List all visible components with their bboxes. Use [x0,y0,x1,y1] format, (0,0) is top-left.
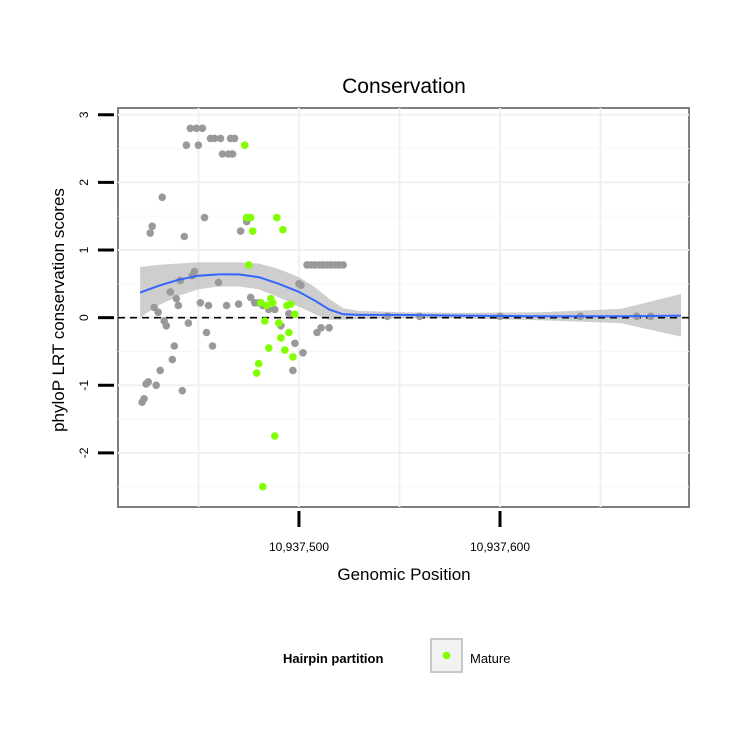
y-tick-label: -1 [77,380,91,391]
point-mature [248,227,257,235]
point-other [162,322,171,330]
point-other [208,342,217,350]
smooth-ribbon-layer [140,262,682,337]
y-tick-label: 0 [77,314,91,321]
point-other [291,339,299,348]
axes-layer: -2 -1 0 1 2 3 10,937,500 10,937,600 [77,111,530,554]
point-other [172,294,181,303]
x-tick-label: 10,937,600 [470,540,530,554]
point-other [146,229,154,237]
x-axis-label: Genomic Position [337,565,470,584]
point-mature [265,344,273,352]
point-other [218,150,227,158]
point-other [210,134,219,143]
point-other [216,134,225,143]
point-mature [285,328,293,337]
point-other [234,300,243,308]
y-tick-label: 2 [77,179,91,186]
point-mature [291,310,299,319]
point-other [297,281,305,290]
point-mature [287,300,295,308]
legend-label-mature: Mature [470,651,510,666]
point-mature [289,353,297,361]
point-mature [279,225,287,234]
point-other [202,328,211,337]
point-other [158,193,166,202]
point-other [182,141,191,149]
point-other [285,309,293,318]
point-other [325,324,333,332]
point-other [152,381,160,390]
point-other [214,278,223,287]
points-layer [138,124,655,491]
y-axis-label: phyloP LRT conservation scores [49,188,68,432]
point-mature [257,299,265,307]
point-mature [244,261,253,269]
point-other [222,301,231,310]
x-tick-label: 10,937,500 [269,540,329,554]
smooth-line-layer [139,273,682,318]
point-mature [271,432,279,440]
point-other [204,301,213,310]
point-mature [246,213,255,222]
y-tick-label: 1 [77,246,91,253]
point-mature [275,319,283,327]
point-mature [269,299,277,307]
smooth-confidence-ribbon [140,262,682,337]
point-other [228,150,237,158]
point-mature [273,213,281,222]
point-mature [263,301,271,310]
point-mature [252,369,261,377]
grid-lines [118,108,689,507]
chart-title: Conservation [342,75,466,98]
point-other [170,342,179,350]
y-tick-label: -2 [77,447,91,458]
point-other [230,134,239,143]
point-other [190,267,199,276]
point-other [194,141,203,149]
point-other [184,319,193,327]
point-other [299,349,307,357]
smooth-line [139,273,682,318]
point-other [186,124,195,133]
y-tick-label: 3 [77,111,91,118]
point-other [289,366,297,375]
legend-title: Hairpin partition [283,651,383,666]
point-mature [261,317,269,325]
point-other [198,124,207,133]
plot-panel [117,107,690,508]
point-other [246,293,255,302]
legend-marker-mature [442,651,451,660]
point-mature [281,346,289,354]
point-other [178,386,187,395]
point-other [415,312,424,321]
point-other [166,288,175,296]
point-other [180,232,189,241]
legend: Hairpin partition Mature [283,638,510,673]
point-other [148,222,156,231]
point-other [144,378,152,386]
point-mature [277,334,285,342]
point-other [154,308,162,317]
point-mature [254,359,263,368]
point-other [271,305,279,314]
point-other [339,261,348,269]
point-other [196,299,205,307]
point-other [174,301,183,310]
point-mature [259,482,267,491]
point-other [140,395,148,403]
point-other [383,312,392,321]
point-other [192,124,201,133]
point-other [200,213,209,222]
point-other [236,227,245,235]
point-other [168,355,177,364]
point-other [317,324,325,332]
point-mature [240,141,249,149]
point-other [156,366,164,375]
